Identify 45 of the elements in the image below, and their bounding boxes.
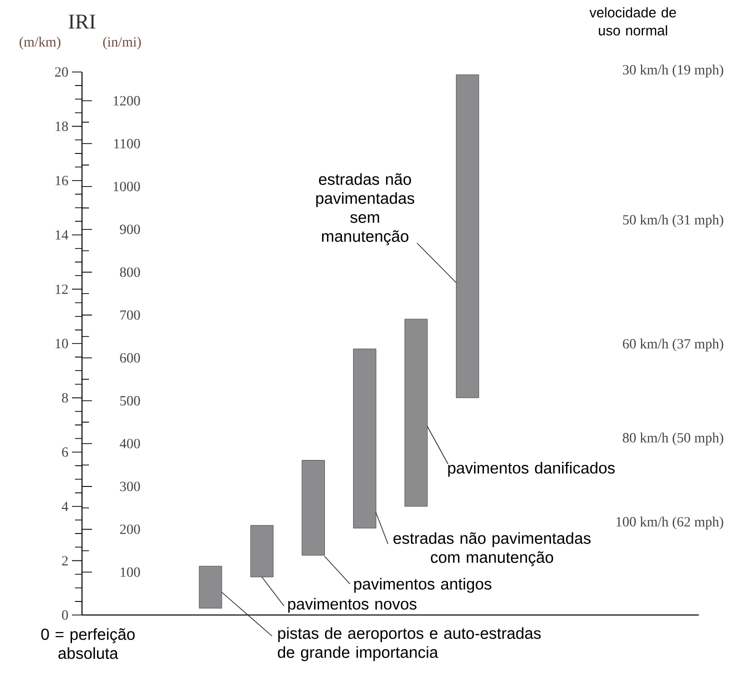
annotation: 30 km/h (19 mph) xyxy=(622,64,724,78)
y2-tick-label: 900 xyxy=(120,224,140,234)
y2-tick-label: 1000 xyxy=(114,182,140,192)
y2-tick-label: 300 xyxy=(120,482,140,492)
bar xyxy=(250,525,274,578)
bar xyxy=(404,318,428,507)
y2-tick-label: 400 xyxy=(120,438,140,448)
text: velocidade de uso normal xyxy=(589,7,676,36)
y2-tick-label: 600 xyxy=(120,353,140,363)
y2-axis-title: (in/mi) xyxy=(103,36,141,50)
y-tick-label: 18 xyxy=(56,122,68,132)
annotation: estradas não pavimentadas sem manutenção xyxy=(316,173,414,246)
y-axis-title: (m/km) xyxy=(20,36,60,50)
y2-tick-label: 1100 xyxy=(114,138,140,148)
y-tick-label: 2 xyxy=(62,556,68,566)
y-tick-label: 0 xyxy=(62,610,68,620)
bar xyxy=(198,566,222,608)
y2-tick-label: 500 xyxy=(120,396,140,406)
bar xyxy=(302,460,325,556)
y2-tick-label: 100 xyxy=(120,567,140,577)
y-tick-label: 16 xyxy=(56,176,68,186)
y-tick-label: 8 xyxy=(62,393,68,403)
y2-tick-label: 800 xyxy=(120,267,140,277)
annotation: pavimentos danificados xyxy=(448,462,615,477)
annotation: 50 km/h (31 mph) xyxy=(623,214,724,228)
y-tick-label: 20 xyxy=(55,67,68,77)
annotation: pavimentos novos xyxy=(288,598,416,613)
y-tick-label: 4 xyxy=(62,502,68,512)
annotation: estradas não pavimentadas com manutenção xyxy=(394,532,591,566)
y2-tick-label: 700 xyxy=(120,310,140,320)
text: 0 = perfeição absoluta xyxy=(41,628,135,659)
y-tick-label: 12 xyxy=(56,284,68,294)
text: pistas de aeroportos e auto-estradas de grande importancia xyxy=(278,627,541,662)
y-tick-label: 6 xyxy=(62,447,68,457)
y-tick-label: 10 xyxy=(56,338,68,348)
annotation: 100 km/h (62 mph) xyxy=(616,516,724,530)
annotation: 60 km/h (37 mph) xyxy=(622,338,724,352)
bar xyxy=(353,348,376,528)
chart-title: IRI xyxy=(68,14,96,28)
y2-tick-label: 200 xyxy=(120,524,140,534)
y2-tick-label: 1200 xyxy=(114,96,140,106)
annotation: 80 km/h (50 mph) xyxy=(622,432,724,446)
y-tick-label: 14 xyxy=(56,230,68,240)
annotation: pavimentos antigos xyxy=(354,578,492,593)
bar xyxy=(456,74,480,398)
